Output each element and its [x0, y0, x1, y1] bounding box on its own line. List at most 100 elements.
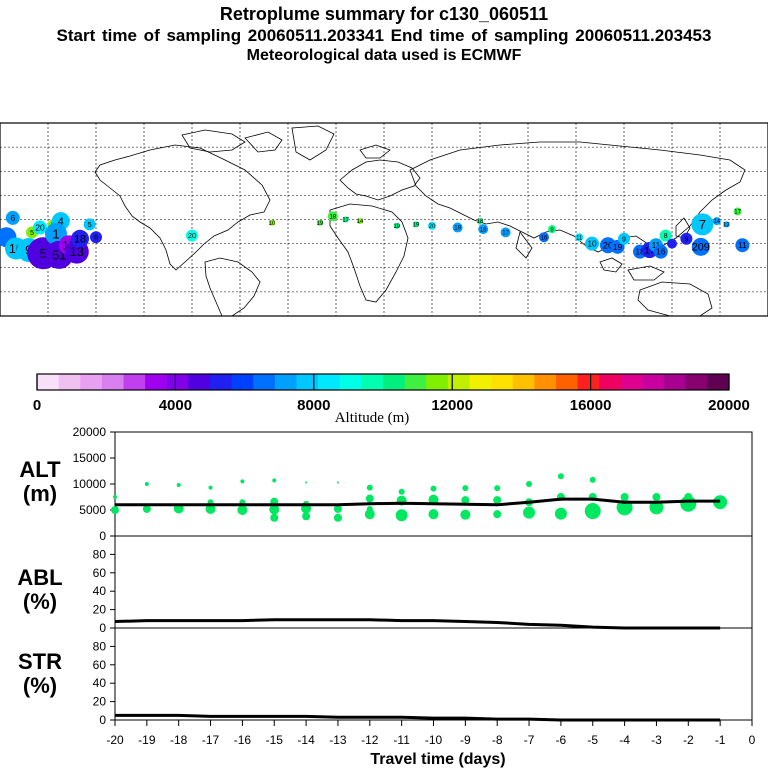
abl-panel-label: ABL (%) [0, 566, 80, 614]
str-panel: 0 20 40 60 80 [93, 627, 753, 727]
x-tick-label: 0 [749, 733, 756, 747]
plume-marker-label: 13 [723, 222, 730, 228]
plume-marker-label: 19 [454, 226, 461, 232]
plume-marker-label: 13 [70, 244, 84, 259]
plume-marker-label: 17 [502, 230, 509, 236]
alt-scatter-point [272, 478, 277, 483]
str-label-bottom: (%) [22, 673, 58, 698]
plume-marker [477, 218, 483, 225]
colorbar-swatch [577, 374, 600, 390]
plume-marker-label: 19 [613, 242, 623, 252]
colorbar-swatch [123, 374, 146, 390]
abl-panel-frame [114, 535, 753, 629]
x-tick-label: -1 [715, 733, 726, 747]
plume-marker-label: 4 [58, 216, 64, 228]
plume-marker-label: 16 [656, 247, 666, 257]
plume-marker [618, 232, 630, 245]
plume-marker-label: 9 [684, 234, 688, 243]
colorbar-tick-label: 4000 [159, 397, 192, 414]
abl-label-top: ABL [17, 565, 63, 590]
plume-marker [667, 238, 677, 249]
met-data-note: Meteorological data used is ECMWF [246, 47, 522, 64]
colorbar-swatch [620, 374, 643, 390]
plume-marker [428, 221, 436, 230]
plume-marker [653, 244, 668, 259]
x-tick-label: -7 [524, 733, 535, 747]
time-series-panels: 0 5000 10000 15000 20000 0 20 40 60 80 0 20 40 60 80 [73, 425, 753, 727]
colorbar-swatch [339, 374, 362, 390]
colorbar-swatch [58, 374, 81, 390]
alt-scatter-point [113, 495, 117, 499]
colorbar-tick-label: 12000 [431, 397, 473, 414]
str-ytick-label: 40 [93, 676, 107, 690]
alt-scatter-point [144, 482, 149, 486]
alt-scatter-point [620, 493, 629, 501]
colorbar-swatch [166, 374, 189, 390]
plume-marker-label: 5 [88, 220, 92, 229]
plume-marker-label: 9 [622, 234, 626, 243]
plume-marker-label: 20 [429, 224, 436, 230]
abl-ytick-label: 60 [93, 566, 107, 580]
x-tick-label: -14 [297, 733, 315, 747]
alt-ytick-label: 5000 [79, 503, 106, 517]
colorbar-swatch [37, 374, 60, 390]
alt-ytick-label: 10000 [73, 477, 107, 491]
alt-scatter-point [462, 485, 469, 492]
alt-panel-frame [114, 431, 753, 537]
plume-marker-label: 18 [635, 247, 645, 257]
x-tick-label: -3 [651, 733, 662, 747]
abl-ytick-label: 0 [99, 621, 106, 635]
colorbar-tick-label: 16000 [570, 397, 612, 414]
plume-marker [733, 207, 742, 216]
alt-scatter-point [142, 504, 151, 513]
colorbar-swatch [512, 374, 535, 390]
x-tick-label: -18 [170, 733, 188, 747]
plume-marker-label: 18 [74, 234, 86, 246]
str-panel-label: STR (%) [0, 650, 80, 698]
plume-marker-label: 7 [699, 217, 706, 232]
plume-marker [452, 222, 463, 233]
plume-marker-label: 18 [480, 227, 487, 233]
plume-marker-label: 209 [692, 242, 710, 254]
alt-scatter-point [336, 481, 339, 484]
alt-scatter-point [680, 495, 697, 512]
alt-ytick-label: 15000 [73, 451, 107, 465]
alt-panel: 0 5000 10000 15000 20000 [73, 425, 753, 543]
colorbar-swatch [707, 374, 730, 390]
colorbar-swatch [361, 374, 384, 390]
abl-panel: 0 20 40 60 80 [93, 535, 753, 635]
plume-marker-label: 10 [269, 221, 276, 227]
alt-label-top: ALT [19, 457, 61, 482]
altitude-colorbar: 0 4000 8000 12000 16000 20000 [33, 373, 750, 414]
colorbar-swatch [685, 374, 708, 390]
plume-marker-label: 11 [652, 240, 661, 250]
x-tick-label: -4 [619, 733, 630, 747]
colorbar-swatch [383, 374, 406, 390]
alt-scatter-point [554, 507, 567, 520]
plume-marker [342, 216, 349, 223]
plume-marker [393, 222, 400, 229]
alt-scatter-point [428, 494, 439, 505]
x-tick-label: -8 [492, 733, 503, 747]
plume-marker-label: 5 [40, 246, 47, 261]
alt-scatter-point [395, 509, 408, 522]
x-axis: -20 -19 -18 -17 -16 -15 -14 -13 -12 -11 -10 -9 -8 -7-… [106, 720, 756, 747]
alt-scatter-point [111, 506, 119, 514]
alt-scatter-point [589, 476, 596, 483]
alt-series-line [115, 497, 721, 507]
colorbar-swatch [296, 374, 319, 390]
colorbar-tick-label: 20000 [708, 397, 750, 414]
plume-marker-label: 11 [738, 240, 747, 250]
colorbar-swatch [145, 374, 168, 390]
x-tick-label: -6 [556, 733, 567, 747]
colorbar-swatch [556, 374, 579, 390]
plume-marker-label: 11 [576, 235, 583, 241]
alt-scatter-point [365, 494, 374, 503]
plume-marker [680, 232, 693, 245]
alt-scatter-point [493, 496, 502, 505]
colorbar-swatch [447, 374, 470, 390]
colorbar-swatch [231, 374, 254, 390]
x-axis-label: Travel time (days) [370, 751, 505, 768]
plume-marker-label: 16 [541, 235, 548, 241]
plume-marker [723, 221, 730, 228]
